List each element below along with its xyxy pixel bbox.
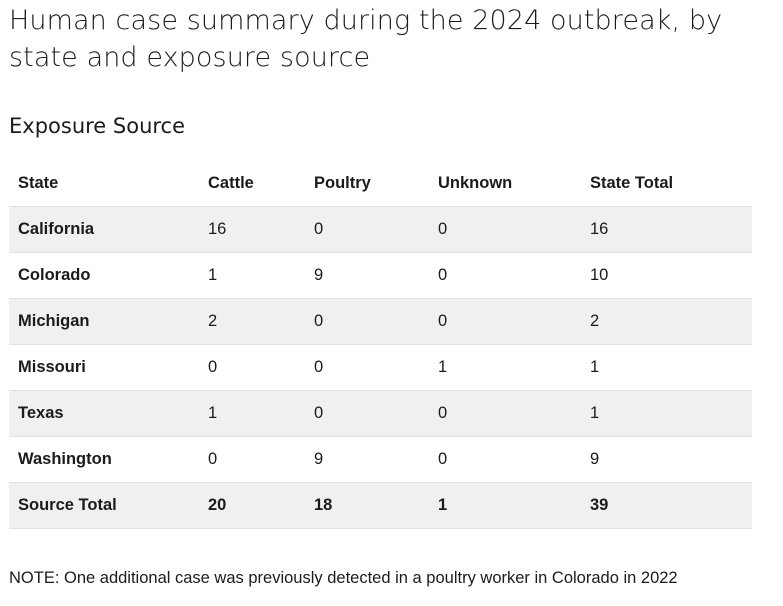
cell-cattle: 1: [199, 252, 305, 299]
cell-state-total: 16: [581, 206, 752, 253]
cell-poultry: 0: [305, 344, 429, 391]
cell-state-total: 1: [581, 390, 752, 437]
page-content: Human case summary during the 2024 outbr…: [9, 0, 754, 587]
row-state: California: [9, 206, 199, 253]
cell-state-total: 9: [581, 436, 752, 483]
table-header-row: State Cattle Poultry Unknown State Total: [9, 161, 752, 207]
table-row: California 16 0 0 16: [9, 206, 752, 253]
row-source-total-label: Source Total: [9, 482, 199, 529]
cell-unknown: 0: [429, 390, 581, 437]
cell-state-total: 2: [581, 298, 752, 345]
cell-poultry: 9: [305, 436, 429, 483]
column-header-poultry: Poultry: [305, 161, 429, 207]
section-heading: Exposure Source: [9, 114, 186, 138]
table-row: Michigan 2 0 0 2: [9, 298, 752, 345]
column-header-state-total: State Total: [581, 161, 752, 207]
cell-cattle: 16: [199, 206, 305, 253]
table-row: Texas 1 0 0 1: [9, 390, 752, 437]
table-row: Washington 0 9 0 9: [9, 436, 752, 483]
cell-state-total: 10: [581, 252, 752, 299]
row-state: Missouri: [9, 344, 199, 391]
source-total-row: Source Total 20 18 1 39: [9, 482, 752, 529]
total-unknown: 1: [429, 482, 581, 529]
column-header-unknown: Unknown: [429, 161, 581, 207]
page-title: Human case summary during the 2024 outbr…: [9, 5, 723, 73]
table-row: Missouri 0 0 1 1: [9, 344, 752, 391]
cell-unknown: 0: [429, 436, 581, 483]
row-state: Washington: [9, 436, 199, 483]
cell-cattle: 0: [199, 344, 305, 391]
cell-unknown: 0: [429, 252, 581, 299]
footnote: NOTE: One additional case was previously…: [9, 569, 678, 587]
cell-poultry: 9: [305, 252, 429, 299]
total-poultry: 18: [305, 482, 429, 529]
table-row: Colorado 1 9 0 10: [9, 252, 752, 299]
column-header-cattle: Cattle: [199, 161, 305, 207]
case-summary-table: State Cattle Poultry Unknown State Total…: [9, 161, 752, 529]
cell-cattle: 0: [199, 436, 305, 483]
cell-cattle: 1: [199, 390, 305, 437]
cell-poultry: 0: [305, 298, 429, 345]
total-grand: 39: [581, 482, 752, 529]
cell-poultry: 0: [305, 206, 429, 253]
cell-cattle: 2: [199, 298, 305, 345]
cell-unknown: 1: [429, 344, 581, 391]
cell-unknown: 0: [429, 298, 581, 345]
cell-poultry: 0: [305, 390, 429, 437]
cell-state-total: 1: [581, 344, 752, 391]
row-state: Texas: [9, 390, 199, 437]
column-header-state: State: [9, 161, 199, 207]
row-state: Michigan: [9, 298, 199, 345]
cell-unknown: 0: [429, 206, 581, 253]
row-state: Colorado: [9, 252, 199, 299]
total-cattle: 20: [199, 482, 305, 529]
